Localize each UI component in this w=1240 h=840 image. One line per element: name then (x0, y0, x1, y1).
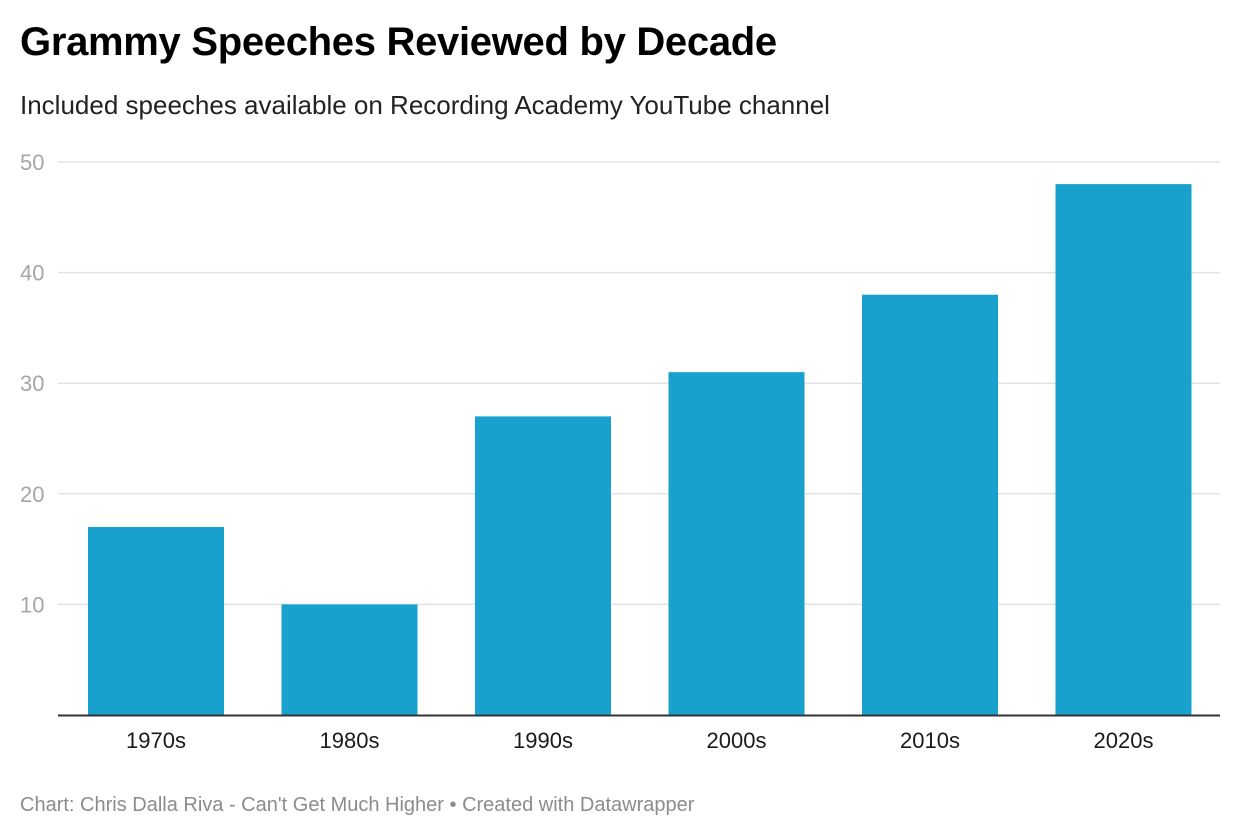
bar-1970s (88, 526, 224, 715)
bar-2010s (862, 294, 998, 715)
x-tick-label: 2010s (900, 728, 960, 753)
chart-title: Grammy Speeches Reviewed by Decade (20, 20, 777, 64)
bar-2020s (1055, 184, 1192, 715)
y-tick-label: 30 (20, 371, 44, 396)
x-tick-label: 1990s (513, 728, 573, 753)
x-tick-label: 2020s (1094, 728, 1154, 753)
x-tick-label: 2000s (707, 728, 767, 753)
chart-footer-credit: Chart: Chris Dalla Riva - Can't Get Much… (20, 794, 695, 816)
y-tick-label: 50 (20, 150, 44, 175)
y-tick-label: 40 (20, 261, 44, 286)
x-tick-label: 1970s (126, 728, 186, 753)
bar-1990s (475, 416, 611, 715)
bar-1980s (281, 604, 418, 715)
y-tick-label: 20 (20, 482, 44, 507)
chart-subtitle: Included speeches available on Recording… (20, 90, 830, 120)
x-tick-label: 1980s (320, 728, 380, 753)
bars (88, 184, 1192, 715)
y-axis-ticks: 10 20 30 40 50 (20, 150, 44, 617)
bar-2000s (668, 372, 805, 715)
bar-chart: 10 20 30 40 50 1970s 1980s 1990s 2000s 2010s 2020… (20, 150, 1220, 753)
gridlines (58, 161, 1220, 606)
x-axis-ticks: 1970s 1980s 1990s 2000s 2010s 2020s (126, 728, 1153, 753)
y-tick-label: 10 (20, 592, 44, 617)
